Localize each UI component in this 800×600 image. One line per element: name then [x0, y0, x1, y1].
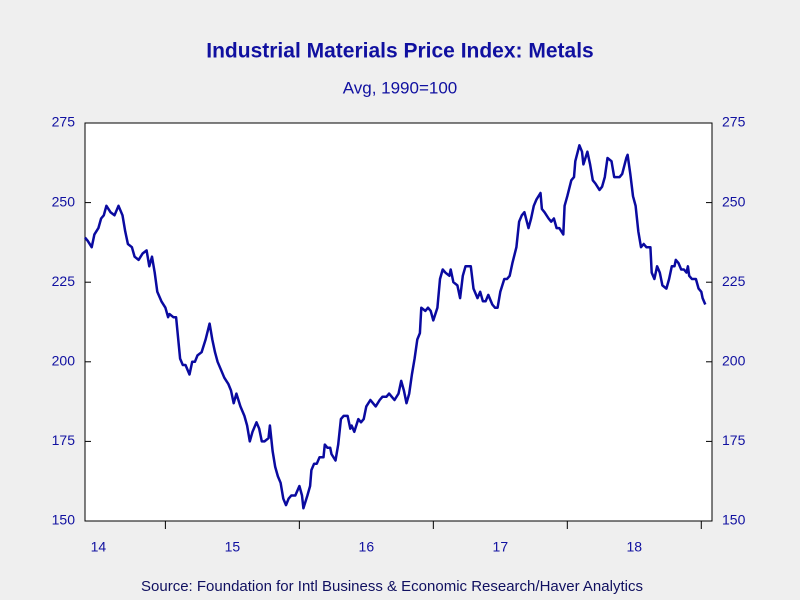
y2-tick-label: 250 [722, 193, 746, 209]
x-tick-label: 16 [359, 539, 375, 555]
y2-tick-label: 275 [722, 114, 746, 130]
x-tick-label: 14 [91, 539, 107, 555]
x-tick-label: 17 [493, 539, 509, 555]
x-tick-label: 18 [627, 539, 643, 555]
plot-area [84, 122, 713, 522]
y-tick-label: 175 [52, 432, 76, 448]
chart-title: Industrial Materials Price Index: Metals [206, 40, 593, 63]
y2-tick-label: 175 [722, 432, 746, 448]
source-note: Source: Foundation for Intl Business & E… [141, 578, 643, 595]
y2-tick-label: 150 [722, 512, 746, 528]
y-tick-label: 275 [52, 114, 76, 130]
y-tick-label: 225 [52, 273, 76, 289]
y2-tick-label: 225 [722, 273, 746, 289]
y-tick-label: 200 [52, 353, 76, 369]
y-tick-label: 250 [52, 193, 76, 209]
chart-subtitle: Avg, 1990=100 [343, 78, 458, 97]
x-tick-label: 15 [225, 539, 241, 555]
y-tick-label: 150 [52, 512, 76, 528]
data-line [84, 144, 707, 510]
y2-tick-label: 200 [722, 353, 746, 369]
